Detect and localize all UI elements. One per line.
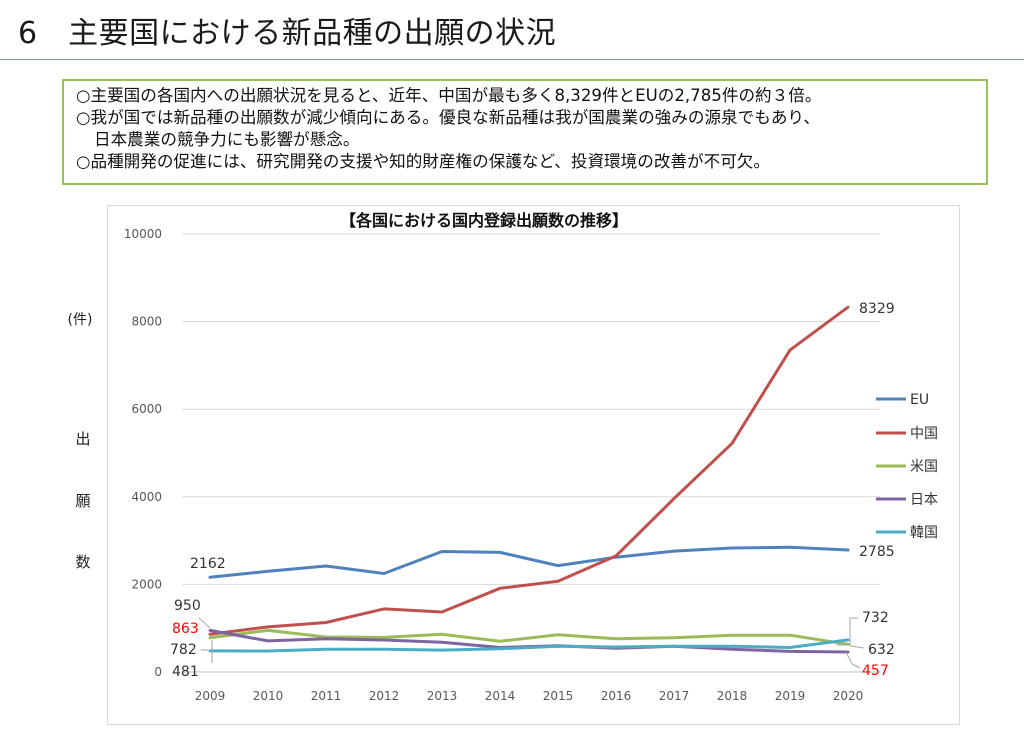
summary-line-3: 日本農業の競争力にも影響が懸念。 — [94, 130, 360, 149]
data-label-6: 8329 — [859, 301, 895, 317]
data-label-4: 782 — [170, 642, 197, 658]
x-tick-label-2016: 2016 — [601, 689, 632, 703]
title-divider — [0, 59, 1024, 60]
x-tick-label-2013: 2013 — [427, 689, 458, 703]
x-tick-label-2015: 2015 — [543, 689, 574, 703]
leader-line-5 — [849, 645, 865, 649]
y-tick-label-10000: 10000 — [124, 227, 162, 241]
y-axis-label-char-2: 願 — [75, 492, 90, 510]
data-label-7: 2785 — [859, 544, 895, 560]
data-label-5: 481 — [172, 664, 199, 680]
data-label-1: 2162 — [190, 556, 226, 572]
series-line-1 — [208, 545, 850, 579]
leader-line-1 — [198, 617, 211, 629]
data-label-10: 457 — [862, 663, 889, 679]
legend-label-2: 中国 — [910, 426, 938, 442]
x-tick-label-2018: 2018 — [717, 689, 748, 703]
legend-label-3: 米国 — [910, 459, 938, 475]
y-axis-label-char-1: 出 — [75, 430, 90, 448]
y-unit-label: (件) — [68, 312, 93, 328]
y-tick-label-8000: 8000 — [131, 315, 162, 329]
series-line-3 — [208, 628, 850, 646]
series-line-5 — [208, 638, 850, 653]
x-tick-label-2011: 2011 — [311, 689, 342, 703]
y-axis-label-char-3: 数 — [75, 553, 90, 571]
summary-line-4: ○品種開発の促進には、研究開発の支援や知的財産権の保護など、投資環境の改善が不可… — [76, 152, 770, 171]
chart-frame — [107, 205, 960, 725]
y-tick-label-4000: 4000 — [131, 490, 162, 504]
x-tick-label-2009: 2009 — [195, 689, 226, 703]
x-tick-label-2019: 2019 — [775, 689, 806, 703]
x-tick-label-2020: 2020 — [833, 689, 864, 703]
x-tick-label-2014: 2014 — [485, 689, 516, 703]
x-tick-label-2012: 2012 — [369, 689, 400, 703]
y-tick-label-2000: 2000 — [131, 577, 162, 591]
leader-line-4 — [836, 617, 858, 646]
summary-line-2: ○我が国では新品種の出願数が減少傾向にある。優良な新品種は我が国農業の強みの源泉… — [76, 108, 820, 127]
x-tick-label-2017: 2017 — [659, 689, 690, 703]
legend-label-4: 日本 — [910, 492, 938, 508]
chart-title: 【各国における国内登録出願数の推移】 — [340, 211, 628, 230]
leader-line-6 — [845, 651, 861, 669]
series-line-2 — [208, 305, 850, 636]
data-label-2: 950 — [174, 598, 201, 614]
page-title: 6 主要国における新品種の出願の状況 — [18, 16, 557, 51]
legend-label-5: 韓国 — [910, 525, 938, 541]
y-tick-label-0: 0 — [154, 665, 162, 679]
y-tick-label-6000: 6000 — [131, 402, 162, 416]
summary-box: ○主要国の各国内への出願状況を見ると、近年、中国が最も多く8,329件とEUの2… — [62, 79, 988, 185]
legend-label-1: EU — [910, 392, 929, 408]
x-tick-label-2010: 2010 — [253, 689, 284, 703]
data-label-8: 732 — [862, 610, 889, 626]
data-label-9: 632 — [868, 642, 895, 658]
data-label-3: 863 — [172, 621, 199, 637]
summary-line-1: ○主要国の各国内への出願状況を見ると、近年、中国が最も多く8,329件とEUの2… — [76, 86, 822, 105]
